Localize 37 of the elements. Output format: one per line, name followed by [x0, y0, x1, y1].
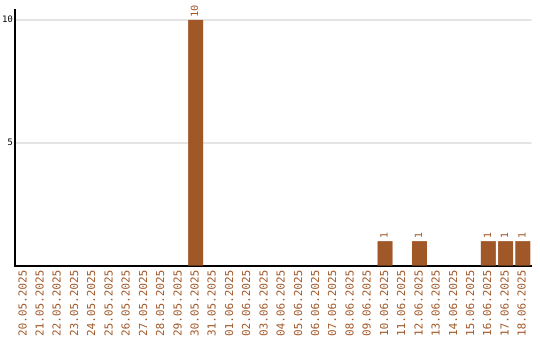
x-tick-label: 27.05.2025 [136, 270, 150, 336]
x-tick-label: 22.05.2025 [50, 270, 64, 336]
x-tick-label: 02.06.2025 [240, 270, 254, 336]
data-label: 1 [482, 232, 494, 238]
x-tick-label: 18.06.2025 [516, 270, 529, 336]
data-label: 1 [414, 232, 426, 238]
data-label: 1 [500, 232, 512, 238]
x-tick-label: 05.06.2025 [292, 270, 305, 336]
x-tick-label: 07.06.2025 [326, 270, 340, 336]
x-tick-label: 25.05.2025 [102, 270, 116, 336]
x-tick-label: 10.06.2025 [378, 270, 391, 336]
x-tick-label: 16.06.2025 [481, 270, 494, 336]
x-tick-label: 15.06.2025 [464, 270, 477, 336]
x-tick-label: 28.05.2025 [154, 270, 168, 336]
x-tick-label: 01.06.2025 [222, 270, 236, 336]
x-tick-label: 04.06.2025 [274, 270, 288, 336]
x-tick-label: 20.05.2025 [16, 270, 30, 336]
x-tick-label: 26.05.2025 [120, 270, 133, 336]
x-tick-label: 31.05.2025 [206, 270, 219, 336]
data-label: 10 [190, 4, 202, 17]
x-tick-label: 03.06.2025 [257, 270, 270, 336]
data-label: 1 [380, 232, 391, 238]
x-tick-label: 06.06.2025 [309, 270, 322, 336]
x-tick-label: 11.06.2025 [395, 270, 408, 336]
y-tick-label: 5 [7, 138, 13, 148]
x-tick-label: 21.05.2025 [34, 270, 47, 336]
x-tick-label: 24.05.2025 [85, 270, 98, 336]
x-tick-label: 14.06.2025 [446, 270, 460, 336]
x-tick-label: 30.05.2025 [188, 270, 202, 336]
x-tick-label: 08.06.2025 [343, 270, 356, 336]
x-tick-label: 13.06.2025 [430, 270, 443, 336]
x-tick-label: 17.06.2025 [498, 270, 512, 336]
x-tick-label: 23.05.2025 [68, 270, 81, 336]
x-tick-label: 12.06.2025 [412, 270, 426, 336]
x-tick-label: 29.05.2025 [171, 270, 184, 336]
data-label: 1 [517, 232, 528, 238]
x-tick-label: 09.06.2025 [360, 270, 374, 336]
